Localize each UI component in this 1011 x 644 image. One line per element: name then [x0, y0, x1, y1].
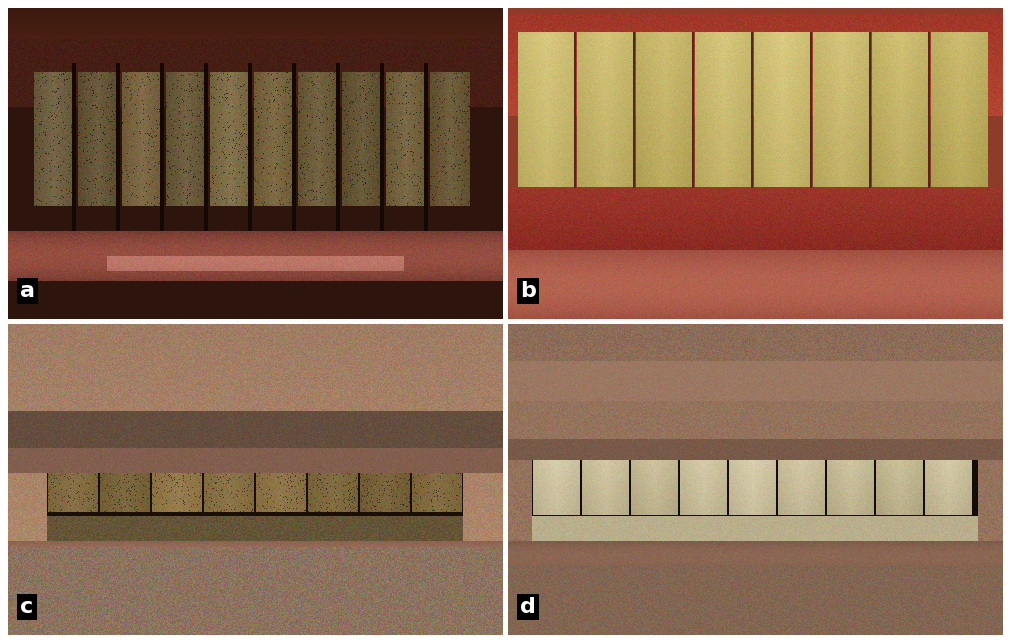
Text: d: d [520, 597, 536, 617]
Text: a: a [20, 281, 35, 301]
Text: b: b [520, 281, 536, 301]
Text: c: c [20, 597, 33, 617]
